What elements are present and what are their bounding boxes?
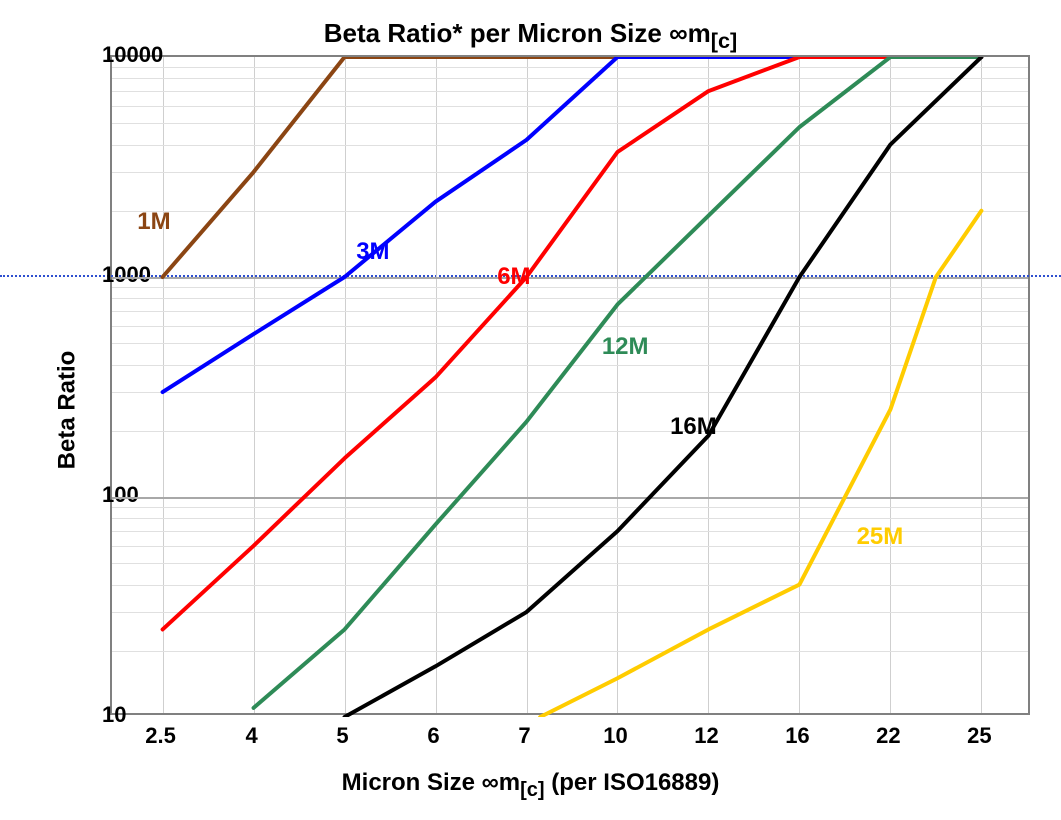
x-tick-label: 6 [427, 723, 439, 749]
series-line-1M [163, 57, 982, 277]
series-label-6M: 6M [497, 263, 530, 291]
chart-lines-svg [112, 57, 1032, 717]
series-line-16M [345, 57, 982, 717]
x-tick-label: 7 [518, 723, 530, 749]
x-tick-label: 5 [336, 723, 348, 749]
x-tick-label: 4 [245, 723, 257, 749]
x-axis-label: Micron Size ∞m[c] (per ISO16889) [0, 769, 1061, 802]
series-label-16M: 16M [670, 413, 717, 441]
beta-ratio-chart: Beta Ratio* per Micron Size ∞m[c] Beta R… [0, 0, 1061, 820]
series-label-12M: 12M [602, 333, 649, 361]
plot-area [110, 55, 1030, 715]
y-axis-label: Beta Ratio [53, 351, 81, 470]
series-label-25M: 25M [857, 523, 904, 551]
series-label-1M: 1M [137, 208, 170, 236]
x-tick-label: 22 [876, 723, 900, 749]
x-tick-label: 2.5 [145, 723, 176, 749]
series-label-3M: 3M [356, 238, 389, 266]
series-line-25M [540, 211, 981, 717]
x-tick-label: 25 [967, 723, 991, 749]
x-tick-label: 10 [603, 723, 627, 749]
series-line-3M [163, 57, 982, 392]
x-tick-label: 12 [694, 723, 718, 749]
x-tick-label: 16 [785, 723, 809, 749]
